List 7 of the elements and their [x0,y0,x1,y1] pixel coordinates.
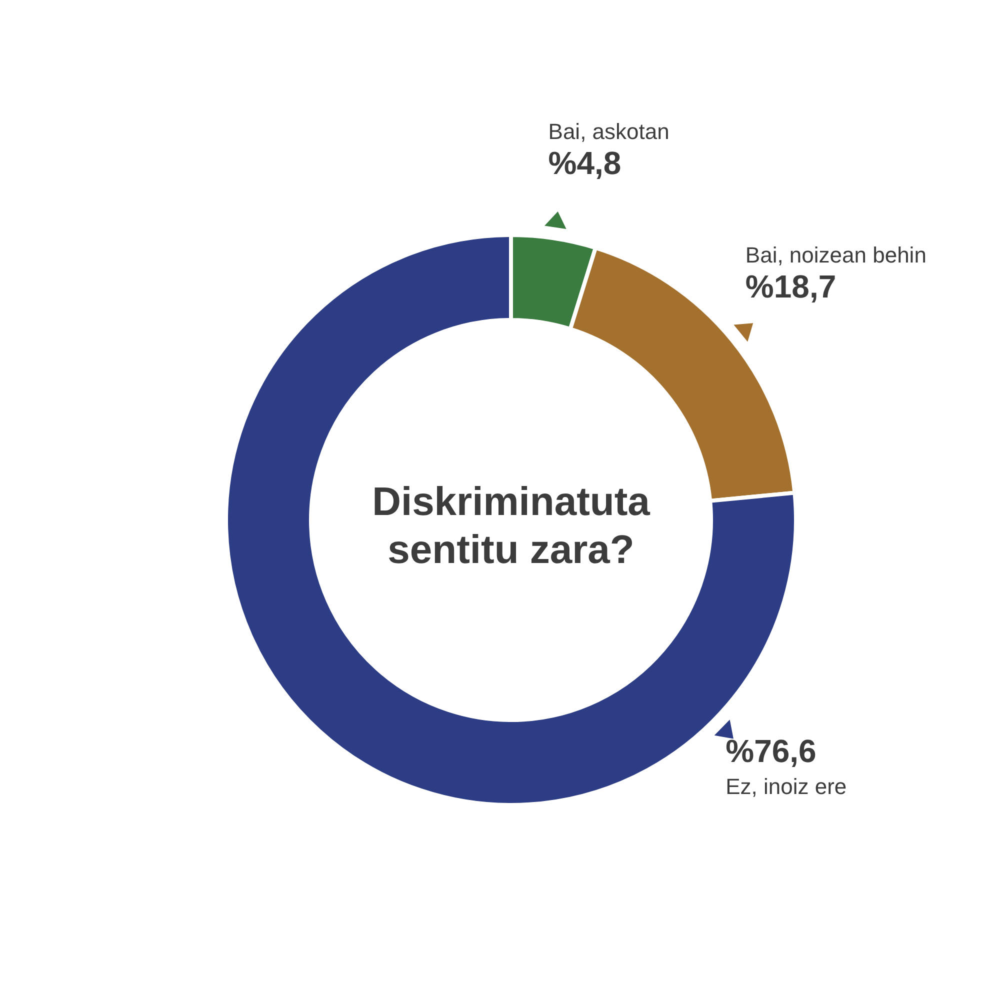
data-label: %4,8 [548,144,622,181]
slice-label: Bai, askotan [548,118,670,144]
slice-label: Ez, inoiz ere [726,774,847,799]
data-label: %18,7 [745,268,836,304]
data-label: %76,6 [726,732,816,769]
slice-label: Bai, noizean behin [745,242,926,268]
text: Diskriminatuta sentitu zara? [372,480,651,572]
